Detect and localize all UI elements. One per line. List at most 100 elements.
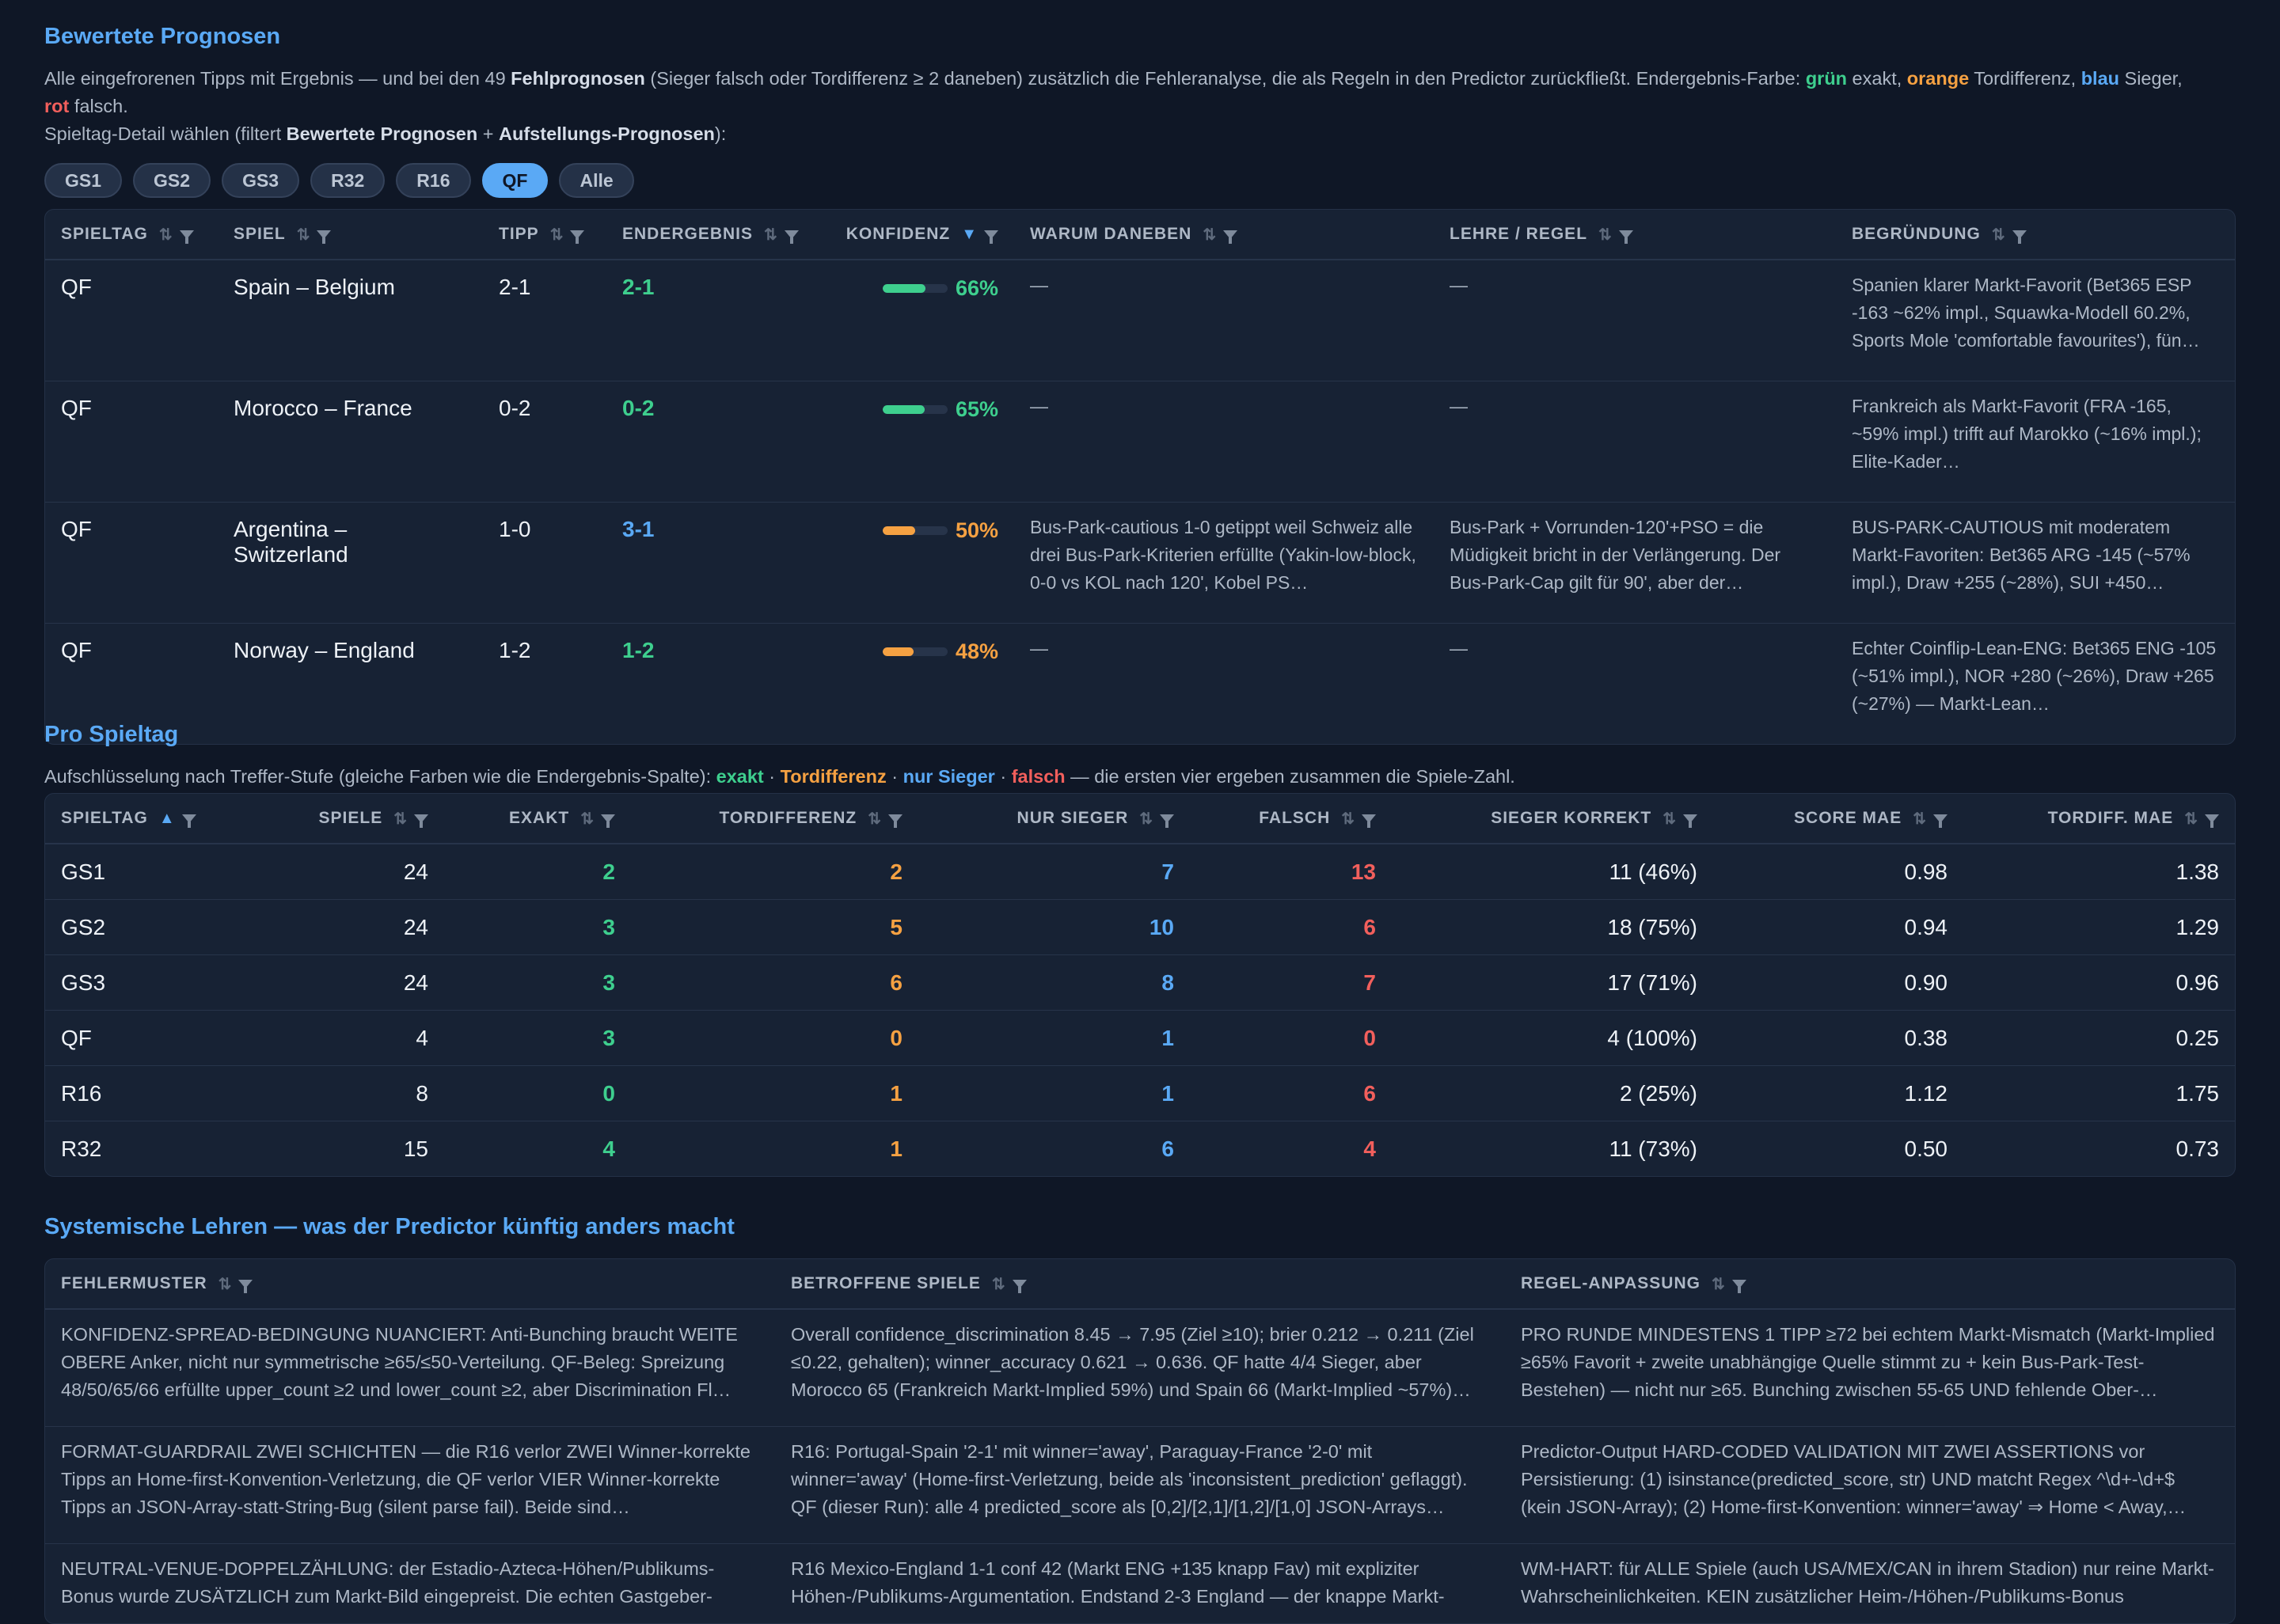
col-tordifferenz[interactable]: Tordifferenz ⇅ <box>631 794 918 844</box>
cell-mae: 0.98 <box>1713 844 1963 900</box>
filter-alle[interactable]: Alle <box>559 163 633 198</box>
col-regel-anpassung[interactable]: Regel-Anpassung⇅ <box>1505 1259 2235 1309</box>
col-label: Score MAE <box>1794 809 1902 827</box>
filter-icon[interactable] <box>238 1280 253 1288</box>
col-tordiff-mae[interactable]: Tordiff. MAE⇅ <box>1963 794 2235 844</box>
sort-asc-icon[interactable]: ▲ <box>159 810 176 828</box>
filter-icon[interactable] <box>2012 230 2027 239</box>
cell-begruendung-text: BUS-PARK-CAUTIOUS mit moderatem Markt-Fa… <box>1852 514 2219 597</box>
sort-icon[interactable]: ⇅ <box>1913 809 1927 829</box>
cell-falsch: 13 <box>1190 844 1392 900</box>
col-lehre[interactable]: Lehre / Regel⇅ <box>1434 210 1836 260</box>
sort-icon[interactable]: ⇅ <box>1139 809 1153 829</box>
filter-icon[interactable] <box>1223 230 1237 239</box>
col-label: Spieltag <box>61 225 148 243</box>
legend-green: exakt <box>716 766 764 787</box>
col-warum[interactable]: Warum daneben⇅ <box>1014 210 1434 260</box>
cell-warum-daneben: Bus-Park-cautious 1-0 getippt weil Schwe… <box>1014 503 1434 624</box>
filter-icon[interactable] <box>570 230 584 239</box>
filter-icon[interactable] <box>1732 1280 1746 1288</box>
sort-icon[interactable]: ⇅ <box>2184 809 2198 829</box>
filter-icon[interactable] <box>1933 814 1948 823</box>
filter-icon[interactable] <box>317 230 331 239</box>
col-label: Nur Sieger <box>1017 809 1129 827</box>
col-fehlermuster[interactable]: Fehlermuster⇅ <box>45 1259 775 1309</box>
col-spieltag[interactable]: Spieltag▲ <box>45 794 235 844</box>
cell-betroffene-spiele-text: Overall confidence_discrimination 8.45 →… <box>791 1321 1489 1404</box>
filter-icon[interactable] <box>1683 814 1697 823</box>
filter-icon[interactable] <box>601 814 615 823</box>
col-spieltag[interactable]: Spieltag ⇅ <box>45 210 218 260</box>
sort-icon[interactable]: ⇅ <box>550 225 564 245</box>
filter-icon[interactable] <box>414 814 428 823</box>
sort-icon[interactable]: ⇅ <box>297 225 311 245</box>
col-betroffene-spiele[interactable]: Betroffene Spiele⇅ <box>775 1259 1505 1309</box>
col-sieger-korrekt[interactable]: Sieger korrekt⇅ <box>1392 794 1713 844</box>
filter-icon[interactable] <box>1013 1280 1027 1288</box>
col-endergebnis[interactable]: Endergebnis⇅ <box>606 210 824 260</box>
lehren-table-body: KONFIDENZ-SPREAD-BEDINGUNG NUANCIERT: An… <box>45 1309 2235 1624</box>
col-falsch[interactable]: Falsch⇅ <box>1190 794 1392 844</box>
table-row[interactable]: KONFIDENZ-SPREAD-BEDINGUNG NUANCIERT: An… <box>45 1309 2235 1427</box>
col-spiel[interactable]: Spiel⇅ <box>218 210 483 260</box>
sort-icon[interactable]: ⇅ <box>580 809 595 829</box>
sort-icon[interactable]: ⇅ <box>1662 809 1677 829</box>
col-konfidenz[interactable]: Konfidenz▼ <box>824 210 1014 260</box>
sort-icon[interactable]: ⇅ <box>159 225 173 245</box>
table-row[interactable]: FORMAT-GUARDRAIL ZWEI SCHICHTEN — die R1… <box>45 1427 2235 1544</box>
filter-gs1[interactable]: GS1 <box>44 163 122 198</box>
col-label: Tordifferenz <box>719 809 857 827</box>
col-score-mae[interactable]: Score MAE ⇅ <box>1713 794 1963 844</box>
filter-qf[interactable]: QF <box>482 163 549 198</box>
sort-icon[interactable]: ⇅ <box>1341 809 1355 829</box>
cell-warum-daneben: — <box>1014 260 1434 381</box>
col-exakt[interactable]: Exakt⇅ <box>444 794 631 844</box>
filter-icon[interactable] <box>1362 814 1376 823</box>
col-spiele[interactable]: Spiele⇅ <box>235 794 444 844</box>
sort-icon[interactable]: ⇅ <box>393 809 408 829</box>
sort-desc-icon[interactable]: ▼ <box>961 226 978 244</box>
legend-text: Tordifferenz, <box>1969 68 2081 89</box>
sort-icon[interactable]: ⇅ <box>1598 225 1613 245</box>
filter-icon[interactable] <box>984 230 998 239</box>
cell-endergebnis: 3-1 <box>606 503 824 624</box>
sort-icon[interactable]: ⇅ <box>1992 225 2006 245</box>
col-nur-sieger[interactable]: Nur Sieger ⇅ <box>918 794 1190 844</box>
sort-icon[interactable]: ⇅ <box>992 1274 1006 1294</box>
filter-icon[interactable] <box>1619 230 1633 239</box>
filter-r16[interactable]: R16 <box>396 163 470 198</box>
cell-tmae: 0.73 <box>1963 1121 2235 1177</box>
filter-icon[interactable] <box>2205 814 2219 823</box>
cell-begruendung-text: Spanien klarer Markt-Favorit (Bet365 ESP… <box>1852 271 2219 355</box>
filter-icon[interactable] <box>180 230 194 239</box>
cell-tmae: 0.96 <box>1963 955 2235 1011</box>
cell-lehre-regel-text: — <box>1450 393 1820 420</box>
sort-icon[interactable]: ⇅ <box>1712 1274 1726 1294</box>
filter-icon[interactable] <box>182 814 196 823</box>
filter-icon[interactable] <box>1160 814 1174 823</box>
col-tipp[interactable]: Tipp⇅ <box>483 210 606 260</box>
table-row[interactable]: NEUTRAL-VENUE-DOPPELZÄHLUNG: der Estadio… <box>45 1544 2235 1624</box>
filter-icon[interactable] <box>785 230 799 239</box>
col-begruendung[interactable]: Begründung⇅ <box>1836 210 2235 260</box>
filter-r32[interactable]: R32 <box>310 163 385 198</box>
sort-icon[interactable]: ⇅ <box>868 809 882 829</box>
sort-icon[interactable]: ⇅ <box>1203 225 1217 245</box>
confidence-indicator: 48% <box>840 638 998 664</box>
sort-icon[interactable]: ⇅ <box>764 225 778 245</box>
filter-gs3[interactable]: GS3 <box>222 163 299 198</box>
sort-icon[interactable]: ⇅ <box>218 1274 233 1294</box>
filter-gs2[interactable]: GS2 <box>133 163 211 198</box>
confidence-indicator: 50% <box>840 517 998 543</box>
filter-icon[interactable] <box>888 814 902 823</box>
